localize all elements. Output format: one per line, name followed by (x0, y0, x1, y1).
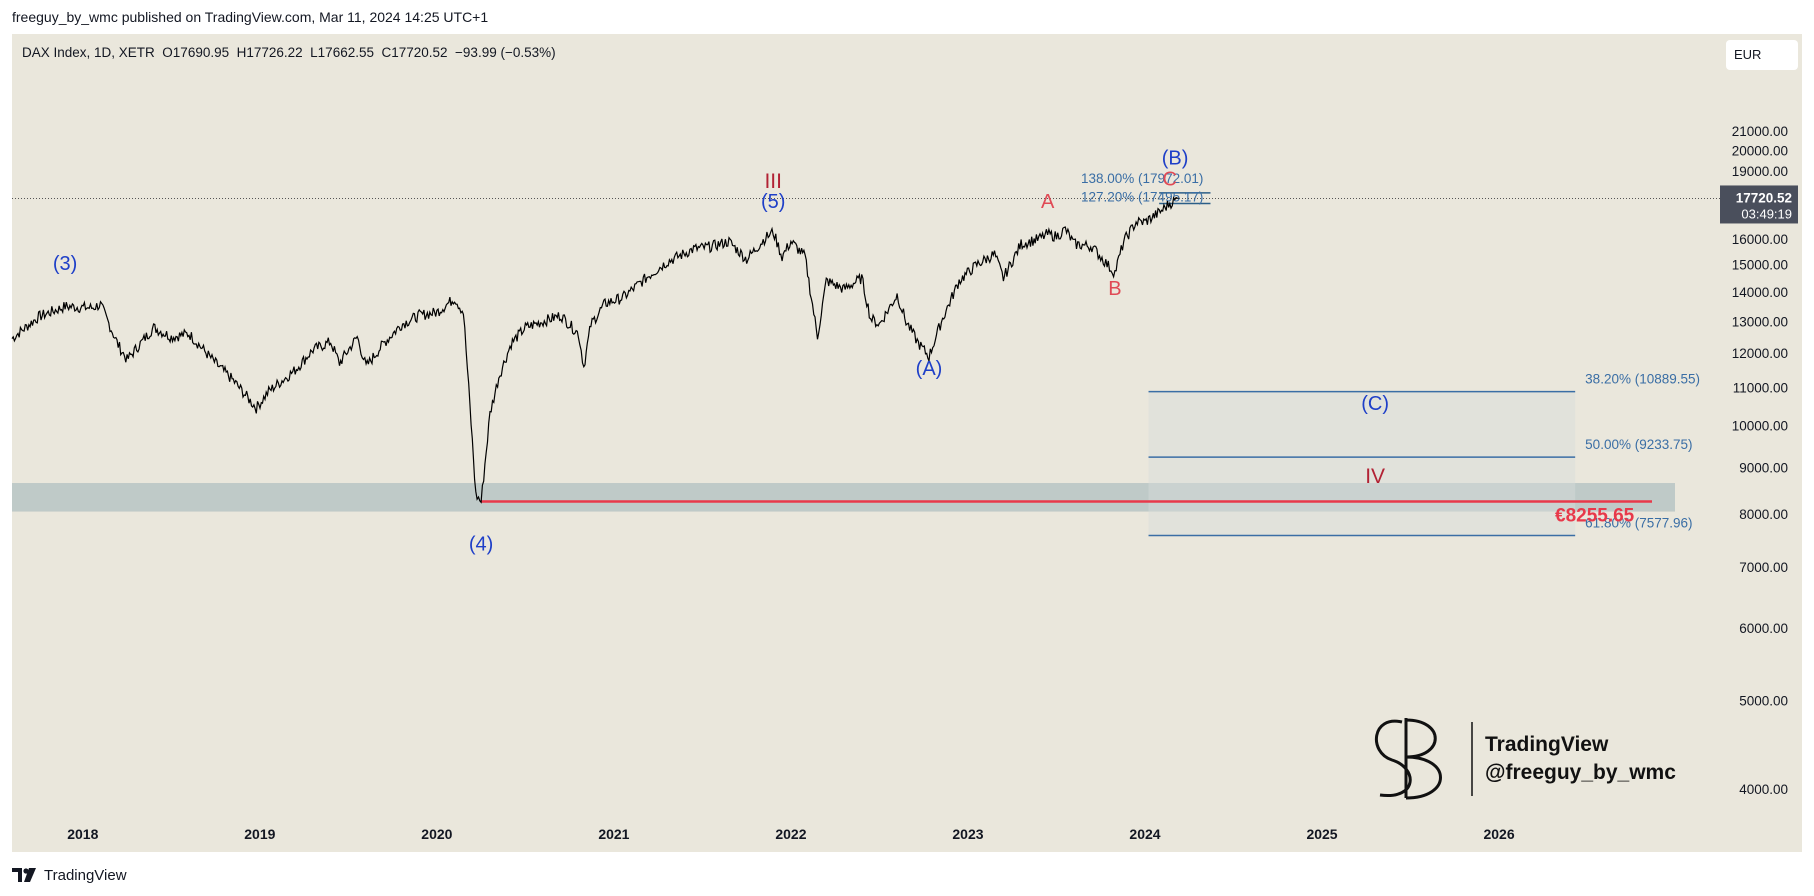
wave-label: IV (1365, 465, 1385, 488)
wave-label: (B) (1162, 148, 1189, 170)
y-tick-label: 15000.00 (1732, 258, 1788, 273)
x-tick-label: 2025 (1306, 826, 1337, 842)
y-tick-label: 12000.00 (1732, 346, 1788, 361)
wave-label: A (1041, 191, 1055, 213)
x-tick-label: 2023 (952, 826, 983, 842)
y-tick-label: 11000.00 (1733, 381, 1788, 396)
tradingview-logo-icon (12, 868, 36, 882)
support-price-label: €8255.65 (1555, 506, 1635, 527)
wave-label: (C) (1361, 393, 1389, 415)
fib-extension-label: 127.20% (17495.17) (1081, 190, 1203, 205)
fib-retracement-box (1148, 391, 1576, 536)
author-monogram-logo-icon (1375, 718, 1442, 800)
published-by-line: freeguy_by_wmc published on TradingView.… (12, 9, 489, 25)
watermark-line1: TradingView (1485, 733, 1609, 756)
y-tick-label: 7000.00 (1739, 560, 1788, 575)
wave-label: (4) (469, 533, 493, 555)
chart-area[interactable] (12, 34, 1802, 852)
wave-label: (5) (761, 191, 785, 213)
wave-label: C (1163, 169, 1177, 191)
wave-label: (3) (53, 253, 77, 275)
wave-label: (A) (916, 358, 943, 380)
fib-level-label: 50.00% (9233.75) (1585, 437, 1692, 452)
footer-brand-text: TradingView (44, 866, 127, 884)
fib-extension-label: 138.00% (17972.01) (1081, 171, 1203, 186)
wave-label: III (764, 170, 782, 193)
y-tick-label: 19000.00 (1732, 164, 1788, 179)
x-tick-label: 2026 (1483, 826, 1514, 842)
price-tag-box (1720, 185, 1798, 224)
y-tick-label: 5000.00 (1739, 694, 1788, 709)
wave-label: B (1108, 278, 1121, 300)
y-tick-label: 13000.00 (1732, 314, 1788, 329)
x-tick-label: 2020 (421, 826, 452, 842)
monogram-s-stroke (1375, 719, 1412, 797)
price-series-line (11, 196, 1179, 504)
fib-level-label: 61.80% (7577.96) (1585, 516, 1692, 531)
x-tick-label: 2019 (244, 826, 275, 842)
footer-branding[interactable]: TradingView (12, 864, 127, 886)
symbol-ohlc-legend: DAX Index, 1D, XETR O17690.95 H17726.22 … (22, 45, 556, 60)
x-tick-label: 2018 (67, 826, 98, 842)
support-zone (12, 483, 1675, 512)
y-tick-label: 8000.00 (1739, 507, 1788, 522)
x-tick-label: 2024 (1129, 826, 1160, 842)
y-tick-label: 14000.00 (1732, 285, 1788, 300)
y-tick-label: 4000.00 (1739, 782, 1788, 797)
price-tag-value: 17720.52 (1736, 190, 1792, 205)
x-tick-label: 2021 (598, 826, 629, 842)
y-tick-label: 16000.00 (1732, 232, 1788, 247)
watermark-line2: @freeguy_by_wmc (1485, 761, 1676, 784)
y-tick-label: 10000.00 (1732, 418, 1788, 433)
y-tick-label: 21000.00 (1732, 124, 1788, 139)
currency-button[interactable]: EUR (1726, 40, 1798, 70)
price-tag-countdown: 03:49:19 (1741, 206, 1792, 221)
fib-level-label: 38.20% (10889.55) (1585, 372, 1700, 387)
y-tick-label: 20000.00 (1732, 143, 1788, 158)
x-tick-label: 2022 (775, 826, 806, 842)
y-tick-label: 9000.00 (1739, 460, 1788, 475)
monogram-b-stroke (1404, 718, 1442, 800)
y-tick-label: 6000.00 (1739, 621, 1788, 636)
